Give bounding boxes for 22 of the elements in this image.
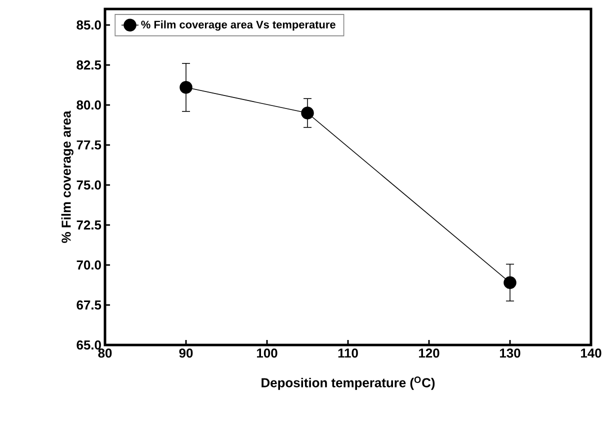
x-tick-label: 80 [98,348,112,358]
y-tick-label: 85.0 [76,20,101,30]
point [301,106,314,120]
point [504,276,516,289]
point [180,81,192,94]
y-tick-label: 72.5 [76,220,102,230]
y-axis-title: % Film coverage area [61,110,74,243]
x-axis-title: Deposition temperature ($^{O}$C) [262,376,435,390]
y-tick-label: 65.0 [76,340,101,350]
x-tick-label: 120 [419,348,440,358]
x-tick-label: 90 [179,348,193,358]
y-tick-label: 80.0 [76,100,101,110]
y-tick-label: 77.5 [76,140,102,150]
x-tick-label: 100 [257,348,278,358]
y-tick-label: 75.0 [76,180,101,190]
y-tick-label: 70.0 [76,260,101,270]
x-tick-label: 130 [500,348,520,358]
y-tick-label: 82.5 [76,60,102,70]
x-tick-label: 140 [581,348,602,358]
y-tick-label: 67.5 [76,300,102,310]
x-tick-label: 110 [338,348,358,358]
legend-label: % Film coverage area Vs temperature [141,20,336,31]
